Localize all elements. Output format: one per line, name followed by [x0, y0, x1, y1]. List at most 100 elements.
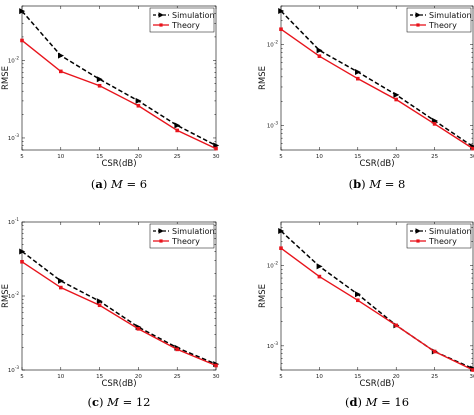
series-line-theory: [280, 247, 474, 371]
data-point-theory: [20, 38, 24, 43]
legend-box: [406, 7, 472, 33]
x-tick-label: 25: [174, 374, 181, 380]
y-axis-title: RMSE: [1, 284, 11, 308]
data-point-theory: [432, 122, 437, 126]
panel-caption: (a) M = 6: [91, 177, 147, 191]
data-point-simulation: [355, 291, 361, 298]
data-point-simulation: [58, 52, 64, 59]
x-tick-label: 15: [96, 374, 103, 380]
x-axis-title: CSR(dB): [359, 159, 394, 169]
data-point-simulation: [393, 91, 400, 98]
x-tick-label: 25: [431, 374, 438, 380]
x-tick-label: 10: [316, 154, 323, 160]
series-line-simulation: [280, 10, 474, 148]
legend-label-theory: Theory: [428, 237, 457, 246]
data-point-theory: [471, 146, 474, 151]
panel-caption: (b) M = 8: [349, 177, 406, 191]
x-axis-title: CSR(dB): [101, 379, 136, 389]
data-point-simulation: [278, 228, 285, 235]
data-point-theory: [175, 347, 179, 352]
x-tick-label: 25: [174, 154, 181, 160]
x-tick-label: 20: [393, 374, 400, 380]
x-tick-label: 20: [135, 154, 142, 160]
series-line-simulation: [280, 230, 474, 370]
x-tick-label: 10: [57, 154, 64, 160]
data-point-simulation: [174, 122, 181, 129]
legend-label-theory: Theory: [171, 21, 200, 30]
data-point-theory: [432, 349, 437, 354]
x-tick-label: 15: [354, 154, 361, 160]
y-tick-label: 10-3: [267, 341, 279, 350]
legend-marker-simulation: [158, 12, 164, 18]
legend-marker-simulation: [415, 228, 421, 234]
legend-box: [406, 223, 472, 249]
legend-marker-simulation: [158, 228, 164, 234]
x-tick-label: 30: [470, 374, 474, 380]
y-tick-label: 10-3: [8, 133, 20, 142]
series-line-theory: [280, 28, 474, 150]
data-point-simulation: [58, 277, 64, 284]
data-point-theory: [97, 83, 102, 88]
legend-box: [149, 223, 215, 249]
x-tick-label: 25: [431, 154, 438, 160]
x-tick-label: 10: [316, 374, 323, 380]
data-point-simulation: [19, 248, 26, 255]
data-point-theory: [175, 128, 179, 133]
y-tick-label: 10-2: [267, 40, 279, 49]
data-point-simulation: [19, 8, 26, 15]
x-tick-label: 10: [57, 374, 64, 380]
legend-label-theory: Theory: [171, 237, 200, 246]
data-point-theory: [356, 76, 360, 81]
series-line-simulation: [21, 10, 217, 147]
y-axis-title: RMSE: [1, 66, 11, 90]
y-tick-label: 10-2: [8, 55, 20, 64]
panel-caption: (d) M = 16: [345, 395, 409, 409]
legend-label-simulation: Simulation: [429, 227, 472, 236]
x-tick-label: 5: [279, 374, 283, 380]
data-point-theory: [317, 54, 322, 58]
data-point-theory: [394, 323, 398, 328]
data-point-theory: [356, 298, 360, 303]
panel-a: 5 10 15 20 25 30 10-2 10-3 CSR(dB) RMSE Simulation…: [1, 5, 220, 191]
data-point-simulation: [316, 47, 323, 54]
data-point-simulation: [355, 68, 361, 75]
data-point-theory: [279, 27, 283, 32]
data-point-theory: [59, 285, 63, 290]
panel-caption: (c) M = 12: [87, 395, 150, 409]
x-tick-label: 15: [96, 154, 103, 160]
data-point-simulation: [278, 8, 285, 15]
y-tick-label: 10-1: [8, 217, 20, 226]
x-tick-label: 5: [20, 374, 24, 380]
data-point-theory: [214, 363, 218, 368]
y-tick-label: 10-3: [267, 121, 279, 130]
legend-label-simulation: Simulation: [172, 11, 215, 20]
panel-d: 5 10 15 20 25 30 10-2 10-3 CSR(dB) RMSE Simulation…: [258, 221, 474, 409]
data-point-theory: [279, 246, 283, 250]
legend-label-simulation: Simulation: [429, 11, 472, 20]
data-point-theory: [471, 368, 474, 372]
legend-label-simulation: Simulation: [172, 227, 215, 236]
y-axis-title: RMSE: [258, 66, 268, 90]
data-point-theory: [136, 103, 141, 108]
legend-marker-simulation: [415, 12, 421, 18]
x-axis-title: CSR(dB): [101, 159, 136, 169]
data-point-simulation: [135, 97, 142, 104]
data-point-theory: [97, 303, 102, 308]
x-tick-label: 20: [135, 374, 142, 380]
legend-box: [149, 7, 215, 33]
legend-marker-theory: [416, 239, 420, 243]
series-line-theory: [21, 261, 217, 367]
series-line-theory: [21, 39, 217, 150]
x-tick-label: 5: [279, 154, 283, 160]
data-point-theory: [20, 259, 24, 264]
y-axis-title: RMSE: [258, 284, 268, 308]
panel-c: 5 10 15 20 25 30 10-1 10-2 10-3 CSR(dB) RMSE Simula…: [1, 217, 220, 409]
legend-marker-theory: [159, 239, 163, 243]
legend-marker-theory: [416, 23, 420, 27]
series-line-simulation: [21, 250, 217, 365]
x-tick-label: 30: [213, 374, 220, 380]
